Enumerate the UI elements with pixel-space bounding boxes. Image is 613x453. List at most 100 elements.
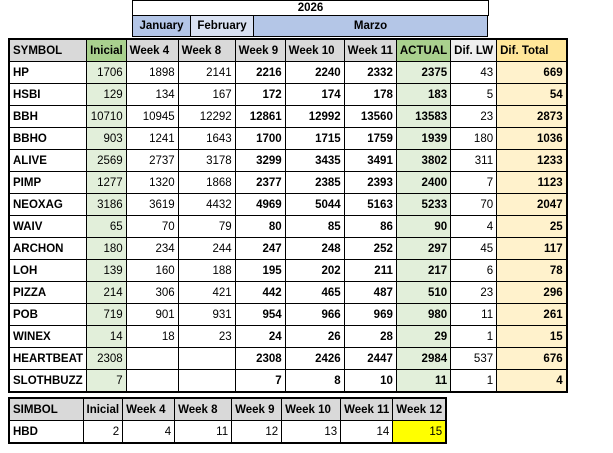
value-cell: 4969 (234, 193, 286, 216)
symbol-cell: HBD (8, 420, 84, 444)
value-cell (125, 347, 179, 370)
symbol-cell: BBHO (8, 127, 88, 150)
value-cell: 18 (125, 325, 179, 348)
month-header-marzo: Marzo (253, 15, 488, 37)
bottom-column-header: Week 8 (174, 397, 233, 421)
value-cell: 3178 (177, 149, 236, 172)
value-cell: 954 (234, 303, 286, 326)
value-cell: 969 (343, 303, 397, 326)
table-row: LOH 139 160 188 195 202 211 217 6 78 (8, 259, 568, 282)
symbol-cell: HEARTBEAT (8, 347, 88, 370)
bottom-column-header: Inicial (82, 397, 124, 421)
value-cell: 78 (496, 259, 568, 282)
value-cell: 2308 (86, 347, 127, 370)
year-title: 2026 (132, 0, 489, 16)
value-cell: 311 (450, 149, 498, 172)
value-cell: 70 (125, 215, 179, 238)
value-cell: 1898 (125, 61, 179, 84)
table-row: HBD 2 4 11 12 13 14 15 (8, 420, 447, 444)
table-row: ARCHON 180 234 244 247 248 252 297 45 117 (8, 237, 568, 260)
bottom-column-header: Week 11 (340, 397, 394, 421)
table-row: BBHO 903 1241 1643 1700 1715 1759 1939 180 1036 (8, 127, 568, 150)
value-cell: 129 (86, 83, 127, 106)
value-cell: 3186 (86, 193, 127, 216)
value-cell: 234 (125, 237, 179, 260)
value-cell: 537 (450, 347, 498, 370)
value-cell: 248 (284, 237, 345, 260)
value-cell: 676 (496, 347, 568, 370)
value-cell: 5163 (343, 193, 397, 216)
value-cell: 2400 (395, 171, 452, 194)
value-cell: 183 (395, 83, 452, 106)
symbol-cell: WINEX (8, 325, 88, 348)
value-cell: 244 (177, 237, 236, 260)
value-cell: 7 (450, 171, 498, 194)
value-cell: 2 (82, 420, 124, 444)
value-cell: 90 (395, 215, 452, 238)
value-cell: 1320 (125, 171, 179, 194)
value-cell: 3299 (234, 149, 286, 172)
value-cell: 54 (496, 83, 568, 106)
value-cell: 160 (125, 259, 179, 282)
value-cell: 980 (395, 303, 452, 326)
value-cell: 4 (122, 420, 176, 444)
value-cell: 214 (86, 281, 127, 304)
value-cell: 180 (86, 237, 127, 260)
value-cell: 2873 (496, 105, 568, 128)
value-cell: 5233 (395, 193, 452, 216)
value-cell: 29 (395, 325, 452, 348)
symbol-cell: PIMP (8, 171, 88, 194)
main-column-header: Week 8 (177, 38, 236, 62)
value-cell: 13583 (395, 105, 452, 128)
value-cell: 261 (496, 303, 568, 326)
value-cell: 2377 (234, 171, 286, 194)
value-cell: 487 (343, 281, 397, 304)
value-cell: 8 (284, 369, 345, 393)
bottom-column-header: Week 10 (281, 397, 342, 421)
value-cell: 3802 (395, 149, 452, 172)
value-cell: 903 (86, 127, 127, 150)
value-cell: 1715 (284, 127, 345, 150)
value-cell: 901 (125, 303, 179, 326)
value-cell: 4432 (177, 193, 236, 216)
value-cell: 1036 (496, 127, 568, 150)
value-cell: 2141 (177, 61, 236, 84)
value-cell: 1241 (125, 127, 179, 150)
value-cell: 966 (284, 303, 345, 326)
value-cell: 3619 (125, 193, 179, 216)
value-cell: 2332 (343, 61, 397, 84)
value-cell: 172 (234, 83, 286, 106)
value-cell: 2426 (284, 347, 345, 370)
bottom-table: SIMBOL Inicial Week 4 Week 8 Week 9 Week 10 We… (8, 397, 448, 444)
main-column-header: Dif. LW (450, 38, 498, 62)
table-row: ALIVE 2569 2737 3178 3299 3435 3491 3802 311 1233 (8, 149, 568, 172)
value-cell: 6 (450, 259, 498, 282)
value-cell: 465 (284, 281, 345, 304)
symbol-cell: SLOTHBUZZ (8, 369, 88, 393)
value-cell: 669 (496, 61, 568, 84)
value-cell: 2737 (125, 149, 179, 172)
value-cell: 195 (234, 259, 286, 282)
table-row: WINEX 14 18 23 24 26 28 29 1 15 (8, 325, 568, 348)
value-cell: 510 (395, 281, 452, 304)
value-cell: 23 (450, 281, 498, 304)
table-row: HSBI 129 134 167 172 174 178 183 5 54 (8, 83, 568, 106)
value-cell: 23 (450, 105, 498, 128)
bottom-column-header: Week 4 (122, 397, 176, 421)
value-cell: 2240 (284, 61, 345, 84)
value-cell: 180 (450, 127, 498, 150)
value-cell: 11 (174, 420, 233, 444)
value-cell: 421 (177, 281, 236, 304)
table-row: PIMP 1277 1320 1868 2377 2385 2393 2400 7 1123 (8, 171, 568, 194)
value-cell: 188 (177, 259, 236, 282)
value-cell: 1277 (86, 171, 127, 194)
symbol-cell: WAIV (8, 215, 88, 238)
value-cell: 2393 (343, 171, 397, 194)
value-cell: 7 (234, 369, 286, 393)
value-cell: 79 (177, 215, 236, 238)
value-cell: 252 (343, 237, 397, 260)
value-cell: 28 (343, 325, 397, 348)
value-cell: 174 (284, 83, 345, 106)
month-row: January February Marzo (132, 15, 488, 37)
